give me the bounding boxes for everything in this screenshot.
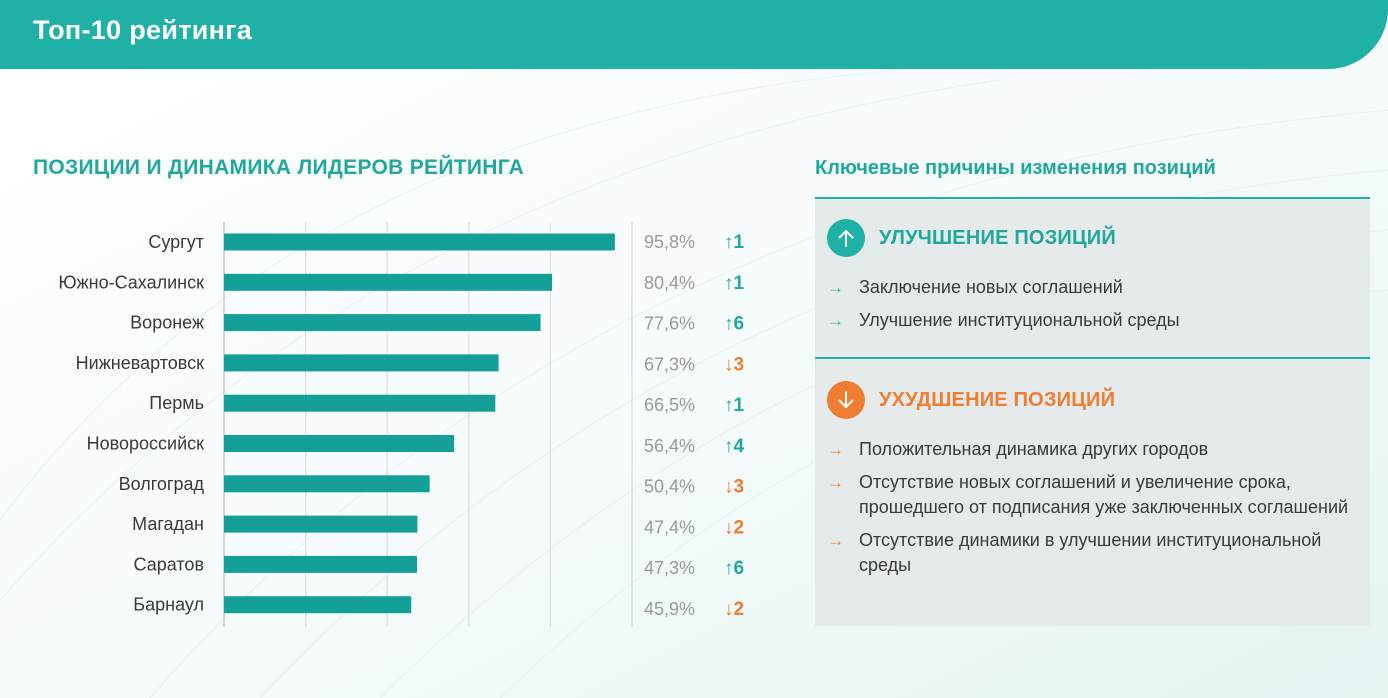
change-label: ↓2 [724,517,744,538]
chart-change-labels: ↑1 ↑1 ↑6 ↓3 ↑1 ↑4 ↓3 ↓2 ↑6 ↓2 [724,232,745,620]
arrow-right-icon: → [827,278,844,297]
value-label: 77,6% [644,314,695,334]
category-label: Новороссийск [87,434,205,454]
bar [224,475,430,493]
category-label: Воронеж [130,313,204,333]
bar [224,394,496,412]
change-label: ↑1 [724,395,745,416]
decline-title: УХУДШЕНИЕ ПОЗИЦИЙ [879,388,1116,411]
arrow-down-icon [827,381,865,419]
arrow-right-icon: → [827,531,844,550]
bar [224,596,412,614]
category-label: Саратов [134,554,204,574]
value-label: 67,3% [644,354,695,374]
arrow-up-icon [827,219,865,257]
arrow-right-icon: → [827,311,844,330]
category-label: Нижневартовск [76,353,204,373]
list-item-text: Отсутствие новых соглашений и увеличение… [859,472,1349,517]
list-item-text: Заключение новых соглашений [859,277,1123,297]
decline-header: УХУДШЕНИЕ ПОЗИЦИЙ [827,380,1115,420]
change-label: ↓3 [724,477,744,498]
change-label: ↑1 [724,232,745,253]
ranking-bar-chart: Сургут Южно-Сахалинск Воронеж Нижневартовск… [58,222,745,627]
chart-section-title: ПОЗИЦИИ И ДИНАМИКА ЛИДЕРОВ РЕЙТИНГА [33,156,525,179]
bar [224,354,499,372]
value-label: 95,8% [644,232,695,252]
chart-category-labels: Сургут Южно-Сахалинск Воронеж Нижневартовск… [58,232,204,615]
bar [224,555,417,573]
improvement-list: → Заключение новых соглашений → Улучшение … [827,275,1360,341]
list-item-text: Отсутствие динамики в улучшении институц… [859,530,1322,575]
change-label: ↑6 [724,558,744,579]
improvement-title: УЛУЧШЕНИЕ ПОЗИЦИЙ [879,226,1116,249]
value-label: 47,4% [644,517,695,537]
category-label: Южно-Сахалинск [58,272,204,292]
page-title: Топ-10 рейтинга [33,15,253,45]
bar [224,273,553,291]
value-label: 45,9% [644,599,695,619]
page-header: Топ-10 рейтинга [0,0,1388,69]
value-label: 56,4% [644,436,695,456]
change-label: ↓3 [724,354,744,375]
decline-list: → Положительная динамика других городов →… [827,437,1360,586]
chart-value-labels: 95,8% 80,4% 77,6% 67,3% 66,5% 56,4% 50,4% 47,4%… [644,232,695,619]
value-label: 50,4% [644,477,695,497]
list-item: → Положительная динамика других городов [827,437,1360,462]
improvement-panel: УЛУЧШЕНИЕ ПОЗИЦИЙ → Заключение новых согл… [815,197,1370,357]
bar [224,515,418,533]
bar [224,435,455,452]
list-item: → Отсутствие динамики в улучшении институ… [827,528,1360,578]
arrow-right-icon: → [827,473,844,492]
list-item: → Улучшение институциональной среды [827,308,1360,333]
category-label: Барнаул [133,595,204,615]
value-label: 66,5% [644,395,695,415]
improvement-header: УЛУЧШЕНИЕ ПОЗИЦИЙ [827,218,1116,258]
change-label: ↑1 [724,273,745,294]
arrow-right-icon: → [827,440,844,459]
category-label: Сургут [148,232,204,252]
decline-panel: УХУДШЕНИЕ ПОЗИЦИЙ → Положительная динамик… [815,357,1370,626]
change-label: ↓2 [724,599,744,620]
value-label: 80,4% [644,273,695,293]
chart-bars [224,233,615,614]
change-label: ↑6 [724,314,744,335]
bar [224,314,541,332]
list-item: → Отсутствие новых соглашений и увеличени… [827,470,1360,520]
category-label: Пермь [149,393,204,413]
category-label: Волгоград [119,474,205,494]
change-label: ↑4 [724,436,745,457]
reasons-title: Ключевые причины изменения позиций [815,157,1216,179]
bar [224,233,615,251]
list-item: → Заключение новых соглашений [827,275,1360,300]
list-item-text: Улучшение институциональной среды [859,310,1180,330]
value-label: 47,3% [644,558,695,578]
category-label: Магадан [132,514,204,534]
list-item-text: Положительная динамика других городов [859,439,1209,459]
